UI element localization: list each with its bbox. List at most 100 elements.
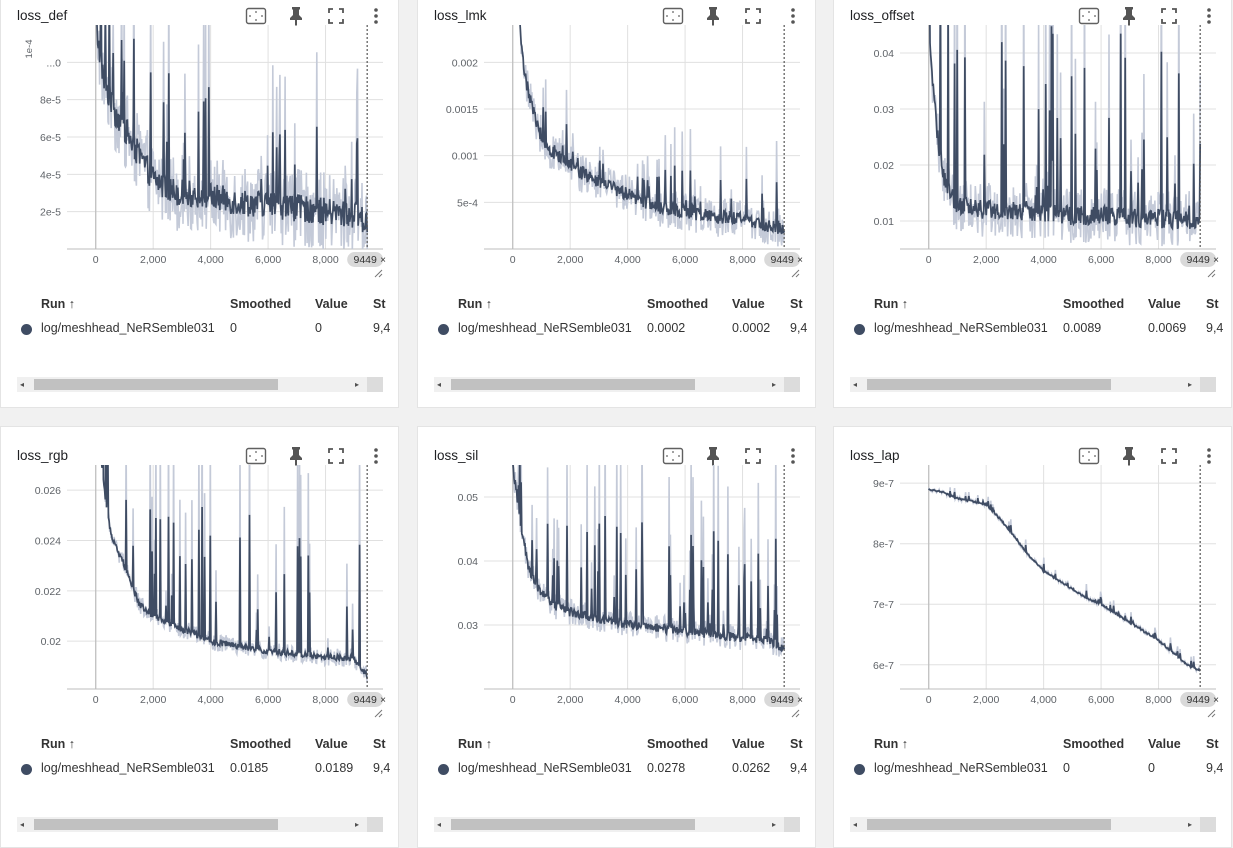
value-column-header[interactable]: Value — [315, 737, 348, 751]
scrollbar-thumb[interactable] — [867, 379, 1111, 390]
scroll-right-icon[interactable]: ▸ — [772, 380, 777, 389]
value-column-header[interactable]: Value — [1148, 297, 1181, 311]
step-chip[interactable]: 9449 × — [764, 692, 803, 707]
scroll-right-icon[interactable]: ▸ — [355, 380, 360, 389]
more-vert-icon[interactable] — [780, 444, 806, 468]
step-chip[interactable]: 9449 × — [1180, 692, 1219, 707]
more-vert-icon[interactable] — [363, 444, 389, 468]
smoothed-column-header[interactable]: Smoothed — [647, 737, 708, 751]
fullscreen-icon[interactable] — [1156, 444, 1182, 468]
scroll-left-icon[interactable]: ◂ — [20, 380, 25, 389]
scrollbar-thumb[interactable] — [451, 379, 695, 390]
run-column-header[interactable]: Run ↑ — [874, 297, 908, 311]
run-column-header[interactable]: Run ↑ — [458, 297, 492, 311]
smoothed-column-header[interactable]: Smoothed — [230, 737, 291, 751]
step-column-header[interactable]: St — [1206, 297, 1219, 311]
horizontal-scrollbar[interactable]: ◂ ▸ — [434, 817, 800, 832]
horizontal-scrollbar[interactable]: ◂ ▸ — [434, 377, 800, 392]
more-vert-icon[interactable] — [1196, 444, 1222, 468]
fullscreen-icon[interactable] — [323, 444, 349, 468]
pin-icon[interactable] — [283, 4, 309, 28]
smoothed-column-header[interactable]: Smoothed — [230, 297, 291, 311]
horizontal-scrollbar[interactable]: ◂ ▸ — [17, 817, 383, 832]
fullscreen-icon[interactable] — [323, 4, 349, 28]
scroll-right-icon[interactable]: ▸ — [1188, 380, 1193, 389]
run-column-header[interactable]: Run ↑ — [874, 737, 908, 751]
more-vert-icon[interactable] — [363, 4, 389, 28]
fit-domain-icon[interactable] — [660, 4, 686, 28]
scrollbar-thumb[interactable] — [34, 819, 278, 830]
horizontal-scrollbar[interactable]: ◂ ▸ — [850, 377, 1216, 392]
fullscreen-icon[interactable] — [740, 444, 766, 468]
fit-domain-icon[interactable] — [1076, 444, 1102, 468]
resize-grip[interactable] — [367, 817, 383, 832]
chart-plot[interactable]: 0 2,000 4,000 6,000 8,000 5e-4 0.001 0.0015 0.00… — [418, 1, 816, 286]
step-chip[interactable]: 9449 × — [1180, 252, 1219, 267]
step-column-header[interactable]: St — [1206, 737, 1219, 751]
scroll-left-icon[interactable]: ◂ — [853, 380, 858, 389]
value-column-header[interactable]: Value — [1148, 737, 1181, 751]
close-icon[interactable]: × — [380, 695, 386, 706]
scroll-right-icon[interactable]: ▸ — [1188, 820, 1193, 829]
scroll-left-icon[interactable]: ◂ — [853, 820, 858, 829]
fit-domain-icon[interactable] — [243, 444, 269, 468]
close-icon[interactable]: × — [797, 255, 803, 266]
value-column-header[interactable]: Value — [315, 297, 348, 311]
more-vert-icon[interactable] — [780, 4, 806, 28]
resize-grip[interactable] — [784, 817, 800, 832]
scrollbar-thumb[interactable] — [451, 819, 695, 830]
horizontal-scrollbar[interactable]: ◂ ▸ — [17, 377, 383, 392]
horizontal-scrollbar[interactable]: ◂ ▸ — [850, 817, 1216, 832]
chart-plot[interactable]: 0 2,000 4,000 6,000 8,000 2e-5 4e-5 6e-5 8e-5...… — [1, 1, 399, 286]
step-column-header[interactable]: St — [790, 297, 803, 311]
value-column-header[interactable]: Value — [732, 737, 765, 751]
chart-plot[interactable]: 0 2,000 4,000 6,000 8,000 0.01 0.02 0.03 0.04 944… — [834, 1, 1232, 286]
smoothed-column-header[interactable]: Smoothed — [1063, 297, 1124, 311]
close-icon[interactable]: × — [797, 695, 803, 706]
pin-icon[interactable] — [283, 444, 309, 468]
pin-icon[interactable] — [700, 4, 726, 28]
scroll-right-icon[interactable]: ▸ — [772, 820, 777, 829]
pin-icon[interactable] — [1116, 4, 1142, 28]
more-vert-icon[interactable] — [1196, 4, 1222, 28]
resize-grip[interactable] — [1200, 377, 1216, 392]
fullscreen-icon[interactable] — [740, 4, 766, 28]
run-column-header[interactable]: Run ↑ — [41, 737, 75, 751]
close-icon[interactable]: × — [1213, 255, 1219, 266]
fit-domain-icon[interactable] — [243, 4, 269, 28]
step-column-header[interactable]: St — [373, 737, 386, 751]
step-chip[interactable]: 9449 × — [347, 252, 386, 267]
scroll-left-icon[interactable]: ◂ — [437, 380, 442, 389]
step-chip[interactable]: 9449 × — [347, 692, 386, 707]
step-column-header[interactable]: St — [373, 297, 386, 311]
fullscreen-icon[interactable] — [1156, 4, 1182, 28]
resize-grip[interactable] — [1200, 817, 1216, 832]
resize-handle-icon[interactable] — [791, 709, 800, 718]
resize-handle-icon[interactable] — [1207, 269, 1216, 278]
close-icon[interactable]: × — [380, 255, 386, 266]
value-column-header[interactable]: Value — [732, 297, 765, 311]
resize-handle-icon[interactable] — [791, 269, 800, 278]
chart-plot[interactable]: 0 2,000 4,000 6,000 8,000 6e-7 7e-7 8e-7 9e-7 944… — [834, 441, 1232, 726]
resize-handle-icon[interactable] — [374, 269, 383, 278]
pin-icon[interactable] — [700, 444, 726, 468]
fit-domain-icon[interactable] — [1076, 4, 1102, 28]
smoothed-column-header[interactable]: Smoothed — [1063, 737, 1124, 751]
resize-grip[interactable] — [784, 377, 800, 392]
smoothed-column-header[interactable]: Smoothed — [647, 297, 708, 311]
chart-plot[interactable]: 0 2,000 4,000 6,000 8,000 0.02 0.022 0.024 0.026… — [1, 441, 399, 726]
step-column-header[interactable]: St — [790, 737, 803, 751]
scroll-left-icon[interactable]: ◂ — [20, 820, 25, 829]
pin-icon[interactable] — [1116, 444, 1142, 468]
step-chip[interactable]: 9449 × — [764, 252, 803, 267]
run-column-header[interactable]: Run ↑ — [41, 297, 75, 311]
scrollbar-thumb[interactable] — [867, 819, 1111, 830]
scrollbar-thumb[interactable] — [34, 379, 278, 390]
close-icon[interactable]: × — [1213, 695, 1219, 706]
chart-plot[interactable]: 0 2,000 4,000 6,000 8,000 0.03 0.04 0.05 9449 × — [418, 441, 816, 726]
scroll-right-icon[interactable]: ▸ — [355, 820, 360, 829]
resize-handle-icon[interactable] — [374, 709, 383, 718]
scroll-left-icon[interactable]: ◂ — [437, 820, 442, 829]
resize-handle-icon[interactable] — [1207, 709, 1216, 718]
run-column-header[interactable]: Run ↑ — [458, 737, 492, 751]
